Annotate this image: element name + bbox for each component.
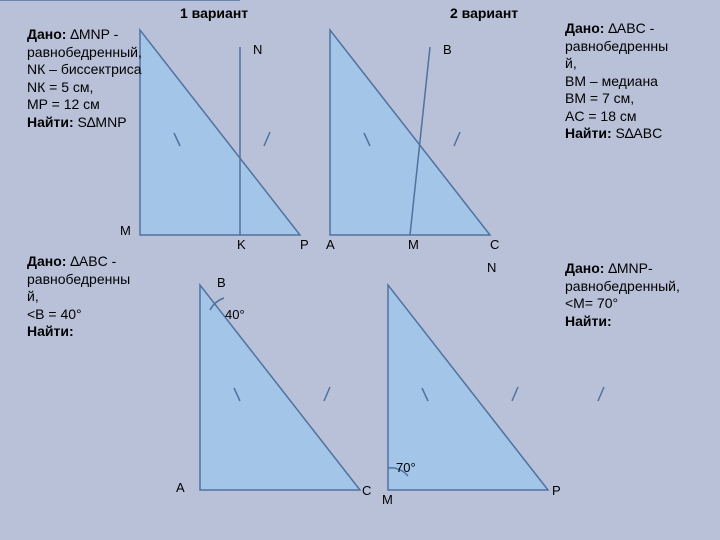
tri-bl-vertex-C: C	[362, 483, 371, 498]
tri-tl-vertex-M: M	[120, 223, 131, 238]
tri-tl-vertex-N: N	[253, 42, 262, 57]
tri-tr-vertex-M: M	[408, 237, 419, 252]
tri-tl-vertex-P: P	[300, 237, 309, 252]
tri-bl-vertex-B: B	[217, 275, 226, 290]
angle-label-70: 70°	[396, 460, 416, 475]
tri-bl-vertex-A: A	[176, 480, 185, 495]
triangle-abc-top	[330, 30, 490, 235]
problem-1: Дано: ∆MNP -равнобедренный,NК – биссектр…	[27, 26, 157, 131]
problem-3: Дано: ∆ABC -равнобедренный,<B = 40°Найти…	[27, 253, 157, 341]
tri-tl-vertex-K: K	[237, 237, 246, 252]
tri-tr-vertex-A: A	[326, 237, 335, 252]
tri-tr-vertex-C: C	[490, 237, 499, 252]
tri-tr-vertex-B: B	[443, 42, 452, 57]
problem-4: Дано: ∆MNP-равнобедренный,<M= 70°Найти:	[565, 260, 715, 330]
angle-label-40: 40°	[225, 307, 245, 322]
triangle-mnp-top	[140, 30, 300, 235]
tri-br-vertex-P: P	[552, 483, 561, 498]
tri-br-vertex-N: N	[487, 260, 496, 275]
problem-2: Дано: ∆ABC -равнобедренный,BM – медианаB…	[565, 20, 705, 143]
tri-br-vertex-M: M	[382, 492, 393, 507]
triangle-abc-bottom	[200, 285, 360, 490]
